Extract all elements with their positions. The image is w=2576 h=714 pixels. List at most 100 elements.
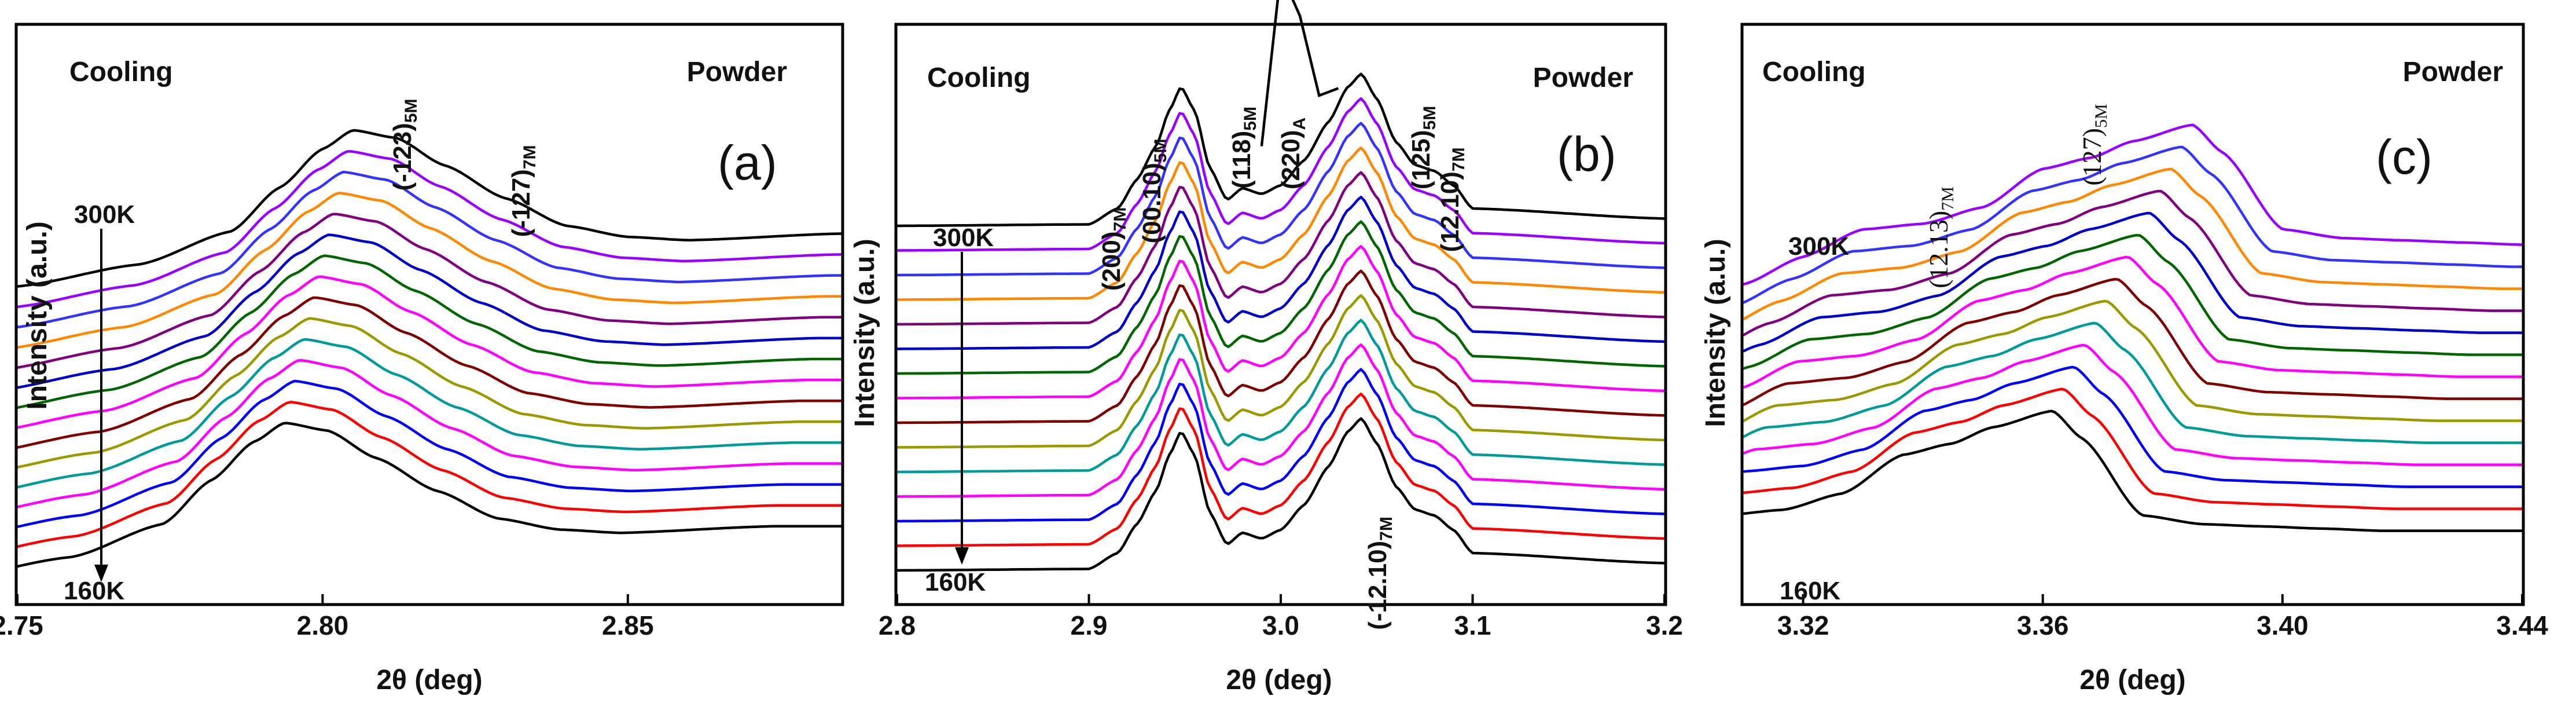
- panel-c-curve-9: [1743, 233, 2522, 370]
- panel-b-peak-label-5: (12.10)7M: [1436, 147, 1468, 252]
- panel-c-curve-8: [1743, 255, 2522, 389]
- panel-b-curve-6: [897, 294, 1665, 449]
- panel-b-curve-2: [897, 393, 1665, 547]
- panel-a-curve-11: [17, 213, 841, 369]
- panel-a-curve-13: [17, 170, 841, 329]
- panel-b-curve-10: [897, 196, 1665, 350]
- panel-a-curve-14: [17, 150, 841, 309]
- panel-c-ylabel: Intensity (a.u.): [1700, 239, 1731, 427]
- panel-b-curve-7: [897, 269, 1665, 424]
- panel-c-xtick-label-3: 3.44: [2496, 610, 2548, 640]
- panel-b-xtick-label-2: 3.0: [1262, 610, 1299, 640]
- panel-b-powder-label: Powder: [1533, 63, 1633, 93]
- panel-c-xtick-label-2: 3.40: [2257, 610, 2309, 640]
- panel-a-temp-end: 160K: [64, 577, 124, 605]
- panel-a-curve-2: [17, 401, 841, 548]
- panel-c-curve-1: [1743, 409, 2522, 532]
- panel-a-ylabel: Intensity (a.u.): [22, 221, 53, 409]
- panel-c-temp-end: 160K: [1780, 577, 1840, 605]
- panel-b-peak-label-6: (-12.10)7M: [1364, 517, 1396, 630]
- panel-b-curve-8: [897, 245, 1665, 400]
- panel-c-curve-11: [1742, 189, 2522, 336]
- panel-c-curve-4: [1743, 343, 2522, 466]
- panel-b-xtick-label-0: 2.8: [879, 610, 916, 640]
- panel-b-curve-9: [897, 220, 1665, 375]
- panel-a-curve-1: [17, 422, 841, 568]
- panel-b-curve-11: [897, 171, 1665, 326]
- panel-a-xtick-label-0: 2.75: [0, 610, 43, 640]
- panel-b-peak-label-3: (220)A: [1277, 118, 1309, 189]
- panel-a-curve-12: [17, 192, 841, 349]
- panel-b-curve-3: [897, 368, 1665, 523]
- panel-c-letter: (c): [2376, 130, 2432, 184]
- panel-b-frame: [894, 23, 1667, 606]
- panel-a-xtick-label-1: 2.80: [297, 610, 349, 640]
- panel-a-curve-7: [17, 296, 841, 449]
- panel-c-powder-label: Powder: [2403, 57, 2503, 87]
- panel-c-curve-5: [1742, 321, 2522, 444]
- panel-b-peak-label-1: (00.10)5M: [1138, 138, 1170, 243]
- panel-b-xtick-label-3: 3.1: [1454, 610, 1491, 640]
- panel-b-curves: [897, 0, 1665, 572]
- panel-b-curve-1: [897, 417, 1665, 572]
- panel-a-curve-10: [17, 233, 841, 389]
- panel-b-xtick-label-4: 3.2: [1646, 610, 1683, 640]
- panel-a-curve-3: [17, 379, 841, 528]
- panel-a-xtick-label-2: 2.85: [602, 610, 654, 640]
- panel-a-curves: [17, 129, 842, 568]
- panel-b-curve-14: [897, 97, 1665, 252]
- panel-a: 2.75 2.80 2.85 Cooling Powder (a) 300K 160…: [0, 23, 844, 695]
- panel-b-xtick-label-1: 2.9: [1071, 610, 1108, 640]
- panel-b-ylabel: Intensity (a.u.): [850, 239, 880, 427]
- panel-c-curve-6: [1742, 299, 2522, 423]
- panel-c-curve-12: [1742, 167, 2522, 321]
- panel-b-curve-12: [897, 147, 1665, 301]
- panel-c-ticks: 3.32 3.36 3.40 3.44: [1777, 594, 2548, 640]
- panel-a-curve-5: [17, 338, 841, 489]
- panel-b-peak-label-4: (125)5M: [1407, 106, 1439, 189]
- panel-a-curve-6: [17, 317, 841, 469]
- panel-c-curve-14: [1743, 123, 2523, 286]
- panel-b-annotations: (200)7M (00.10)5M (118)5M (220)A (125)5M(12.…: [1097, 106, 1468, 630]
- panel-a-peak-label-1: (-127)7M: [507, 145, 539, 237]
- panel-b-top-curve-spike: [1260, 0, 1339, 147]
- panel-c-frame: [1740, 23, 2525, 606]
- panel-b-curve-13: [897, 122, 1665, 277]
- panel-c-peak-label-0: (12.13)7M: [1924, 186, 1957, 288]
- panel-c-curve-3: [1743, 365, 2522, 488]
- panel-c-curve-13: [1743, 145, 2522, 304]
- panel-a-peak-label-0: (-123)5M: [388, 98, 421, 191]
- panel-b-peak-label-2: (118)5M: [1228, 107, 1260, 189]
- panel-a-frame: [14, 23, 844, 606]
- panel-b: 2.8 2.9 3.0 3.1 3.2 Cooling Powder (b) 300K …: [850, 0, 1683, 695]
- panel-a-temp-arrow-head: [94, 565, 108, 582]
- panel-b-temp-start: 300K: [933, 224, 994, 252]
- panel-c-peak-label-1: (127)5M: [2077, 104, 2111, 185]
- panel-b-peak-label-0: (200)7M: [1097, 207, 1130, 291]
- panel-a-ticks: 2.75 2.80 2.85: [0, 594, 654, 640]
- panel-c-xtick-label-1: 3.36: [2017, 610, 2069, 640]
- panel-c-temp-start: 300K: [1788, 232, 1849, 261]
- panel-c-cooling-label: Cooling: [1762, 57, 1866, 87]
- panel-a-cooling-label: Cooling: [69, 57, 173, 87]
- panel-b-ticks: 2.8 2.9 3.0 3.1 3.2: [879, 594, 1683, 640]
- panel-c-xtick-label-0: 3.32: [1777, 610, 1829, 640]
- panel-c-curves: [1742, 123, 2523, 532]
- panel-a-letter: (a): [718, 136, 777, 190]
- panel-c-annotations: (12.13)7M (127)5M: [1924, 104, 2111, 288]
- panel-a-xlabel: 2θ (deg): [376, 665, 482, 695]
- panel-c-curve-7: [1742, 277, 2522, 407]
- panel-b-temp-arrow-head: [955, 547, 969, 565]
- panel-a-curve-15: [17, 129, 842, 288]
- panel-b-temp-end: 160K: [925, 568, 986, 596]
- panel-b-cooling-label: Cooling: [927, 63, 1031, 93]
- panel-a-temp-start: 300K: [74, 200, 135, 229]
- panel-a-curve-8: [17, 275, 841, 429]
- panel-c-xlabel: 2θ (deg): [2079, 665, 2185, 695]
- panel-b-curve-5: [897, 318, 1665, 474]
- panel-c-curve-10: [1743, 211, 2522, 353]
- panel-b-curve-4: [897, 343, 1665, 498]
- panel-a-curve-9: [17, 254, 841, 409]
- panel-b-xlabel: 2θ (deg): [1226, 665, 1332, 695]
